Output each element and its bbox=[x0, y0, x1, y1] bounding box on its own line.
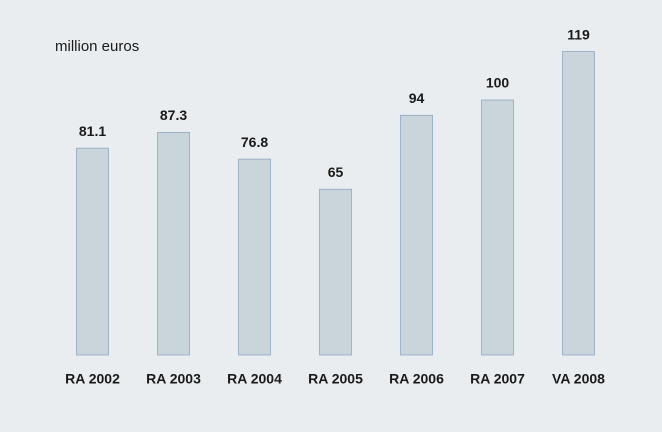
bar bbox=[481, 99, 514, 356]
x-tick-label: RA 2007 bbox=[470, 371, 525, 387]
value-label: 100 bbox=[486, 75, 510, 91]
value-label: 87.3 bbox=[160, 107, 187, 123]
x-tick-label: RA 2004 bbox=[227, 371, 282, 387]
value-label: 65 bbox=[328, 164, 344, 180]
x-tick-label: RA 2006 bbox=[389, 371, 444, 387]
value-label: 94 bbox=[409, 90, 425, 106]
bar bbox=[319, 188, 352, 356]
bar bbox=[76, 147, 109, 356]
value-label: 81.1 bbox=[79, 123, 106, 139]
bar bbox=[238, 158, 271, 356]
bar bbox=[400, 114, 433, 356]
x-tick-label: VA 2008 bbox=[552, 371, 605, 387]
value-label: 76.8 bbox=[241, 134, 268, 150]
bar bbox=[562, 51, 595, 356]
x-tick-label: RA 2003 bbox=[146, 371, 201, 387]
value-label: 119 bbox=[567, 26, 590, 42]
x-tick-label: RA 2005 bbox=[308, 371, 363, 387]
bar bbox=[157, 131, 190, 356]
unit-label: million euros bbox=[55, 38, 139, 55]
x-tick-label: RA 2002 bbox=[65, 371, 120, 387]
